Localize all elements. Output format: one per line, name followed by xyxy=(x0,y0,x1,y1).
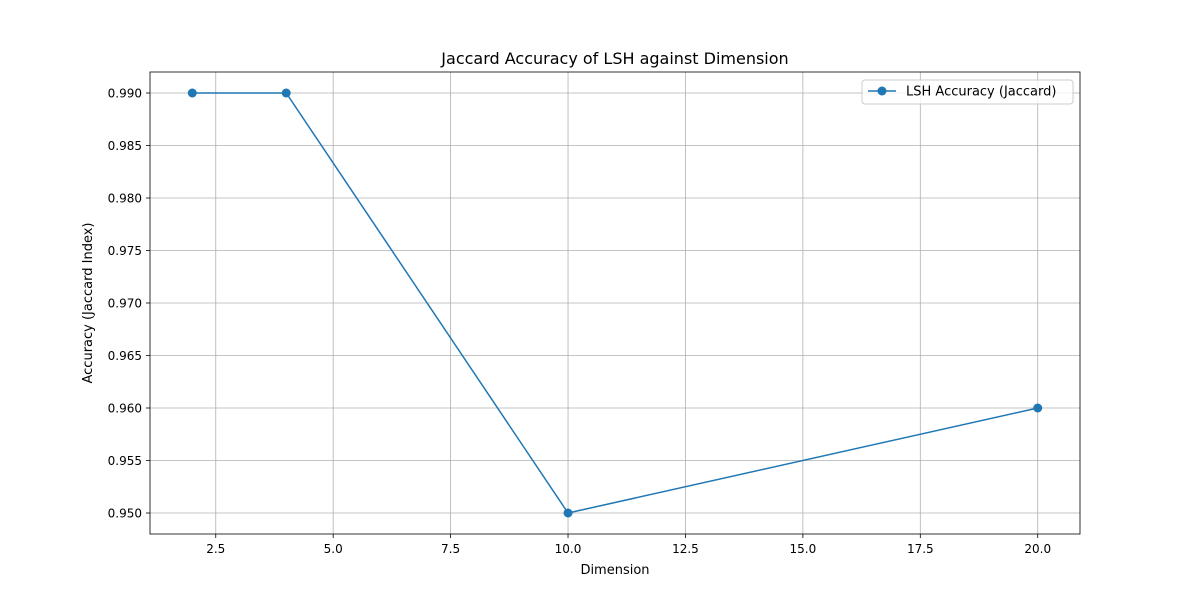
legend-label: LSH Accuracy (Jaccard) xyxy=(906,85,1056,100)
legend-box xyxy=(861,79,1074,105)
y-axis-label: Accuracy (Jaccard Index) xyxy=(81,223,96,384)
grid xyxy=(150,72,1080,534)
plot-frame xyxy=(149,71,1081,535)
x-tick-label: 12.5 xyxy=(672,542,699,556)
x-tick-label: 20.0 xyxy=(1024,542,1051,556)
x-tick-label: 7.5 xyxy=(441,542,460,556)
data-point xyxy=(1033,403,1043,413)
data-point xyxy=(281,88,291,98)
x-tick-label: 17.5 xyxy=(907,542,934,556)
series-layer xyxy=(187,88,1043,518)
x-tick-label: 10.0 xyxy=(555,542,582,556)
y-tick-label: 0.965 xyxy=(108,349,142,363)
y-tick-label: 0.955 xyxy=(108,454,142,468)
x-tick-label: 5.0 xyxy=(324,542,343,556)
x-tick-label: 15.0 xyxy=(790,542,817,556)
data-point xyxy=(187,88,197,98)
y-tick-label: 0.985 xyxy=(108,139,142,153)
tick-labels: 2.5 5.0 7.5 10.0 12.5 15.0 17.5 20.0 0.950 0.955 0… xyxy=(108,87,1051,557)
y-tick-label: 0.950 xyxy=(108,507,142,521)
y-tick-label: 0.980 xyxy=(108,192,142,206)
x-axis-label: Dimension xyxy=(580,563,649,578)
axes xyxy=(146,71,1081,538)
y-tick-label: 0.990 xyxy=(108,87,142,101)
y-tick-label: 0.975 xyxy=(108,244,142,258)
chart-title: Jaccard Accuracy of LSH against Dimensio… xyxy=(440,49,788,68)
x-tick-label: 2.5 xyxy=(206,542,225,556)
series-line xyxy=(192,92,1038,514)
y-tick-label: 0.970 xyxy=(108,297,142,311)
y-tick-label: 0.960 xyxy=(108,402,142,416)
data-point xyxy=(563,508,573,518)
legend-marker-swatch xyxy=(877,86,887,96)
legend: LSH Accuracy (Jaccard) xyxy=(861,79,1074,105)
